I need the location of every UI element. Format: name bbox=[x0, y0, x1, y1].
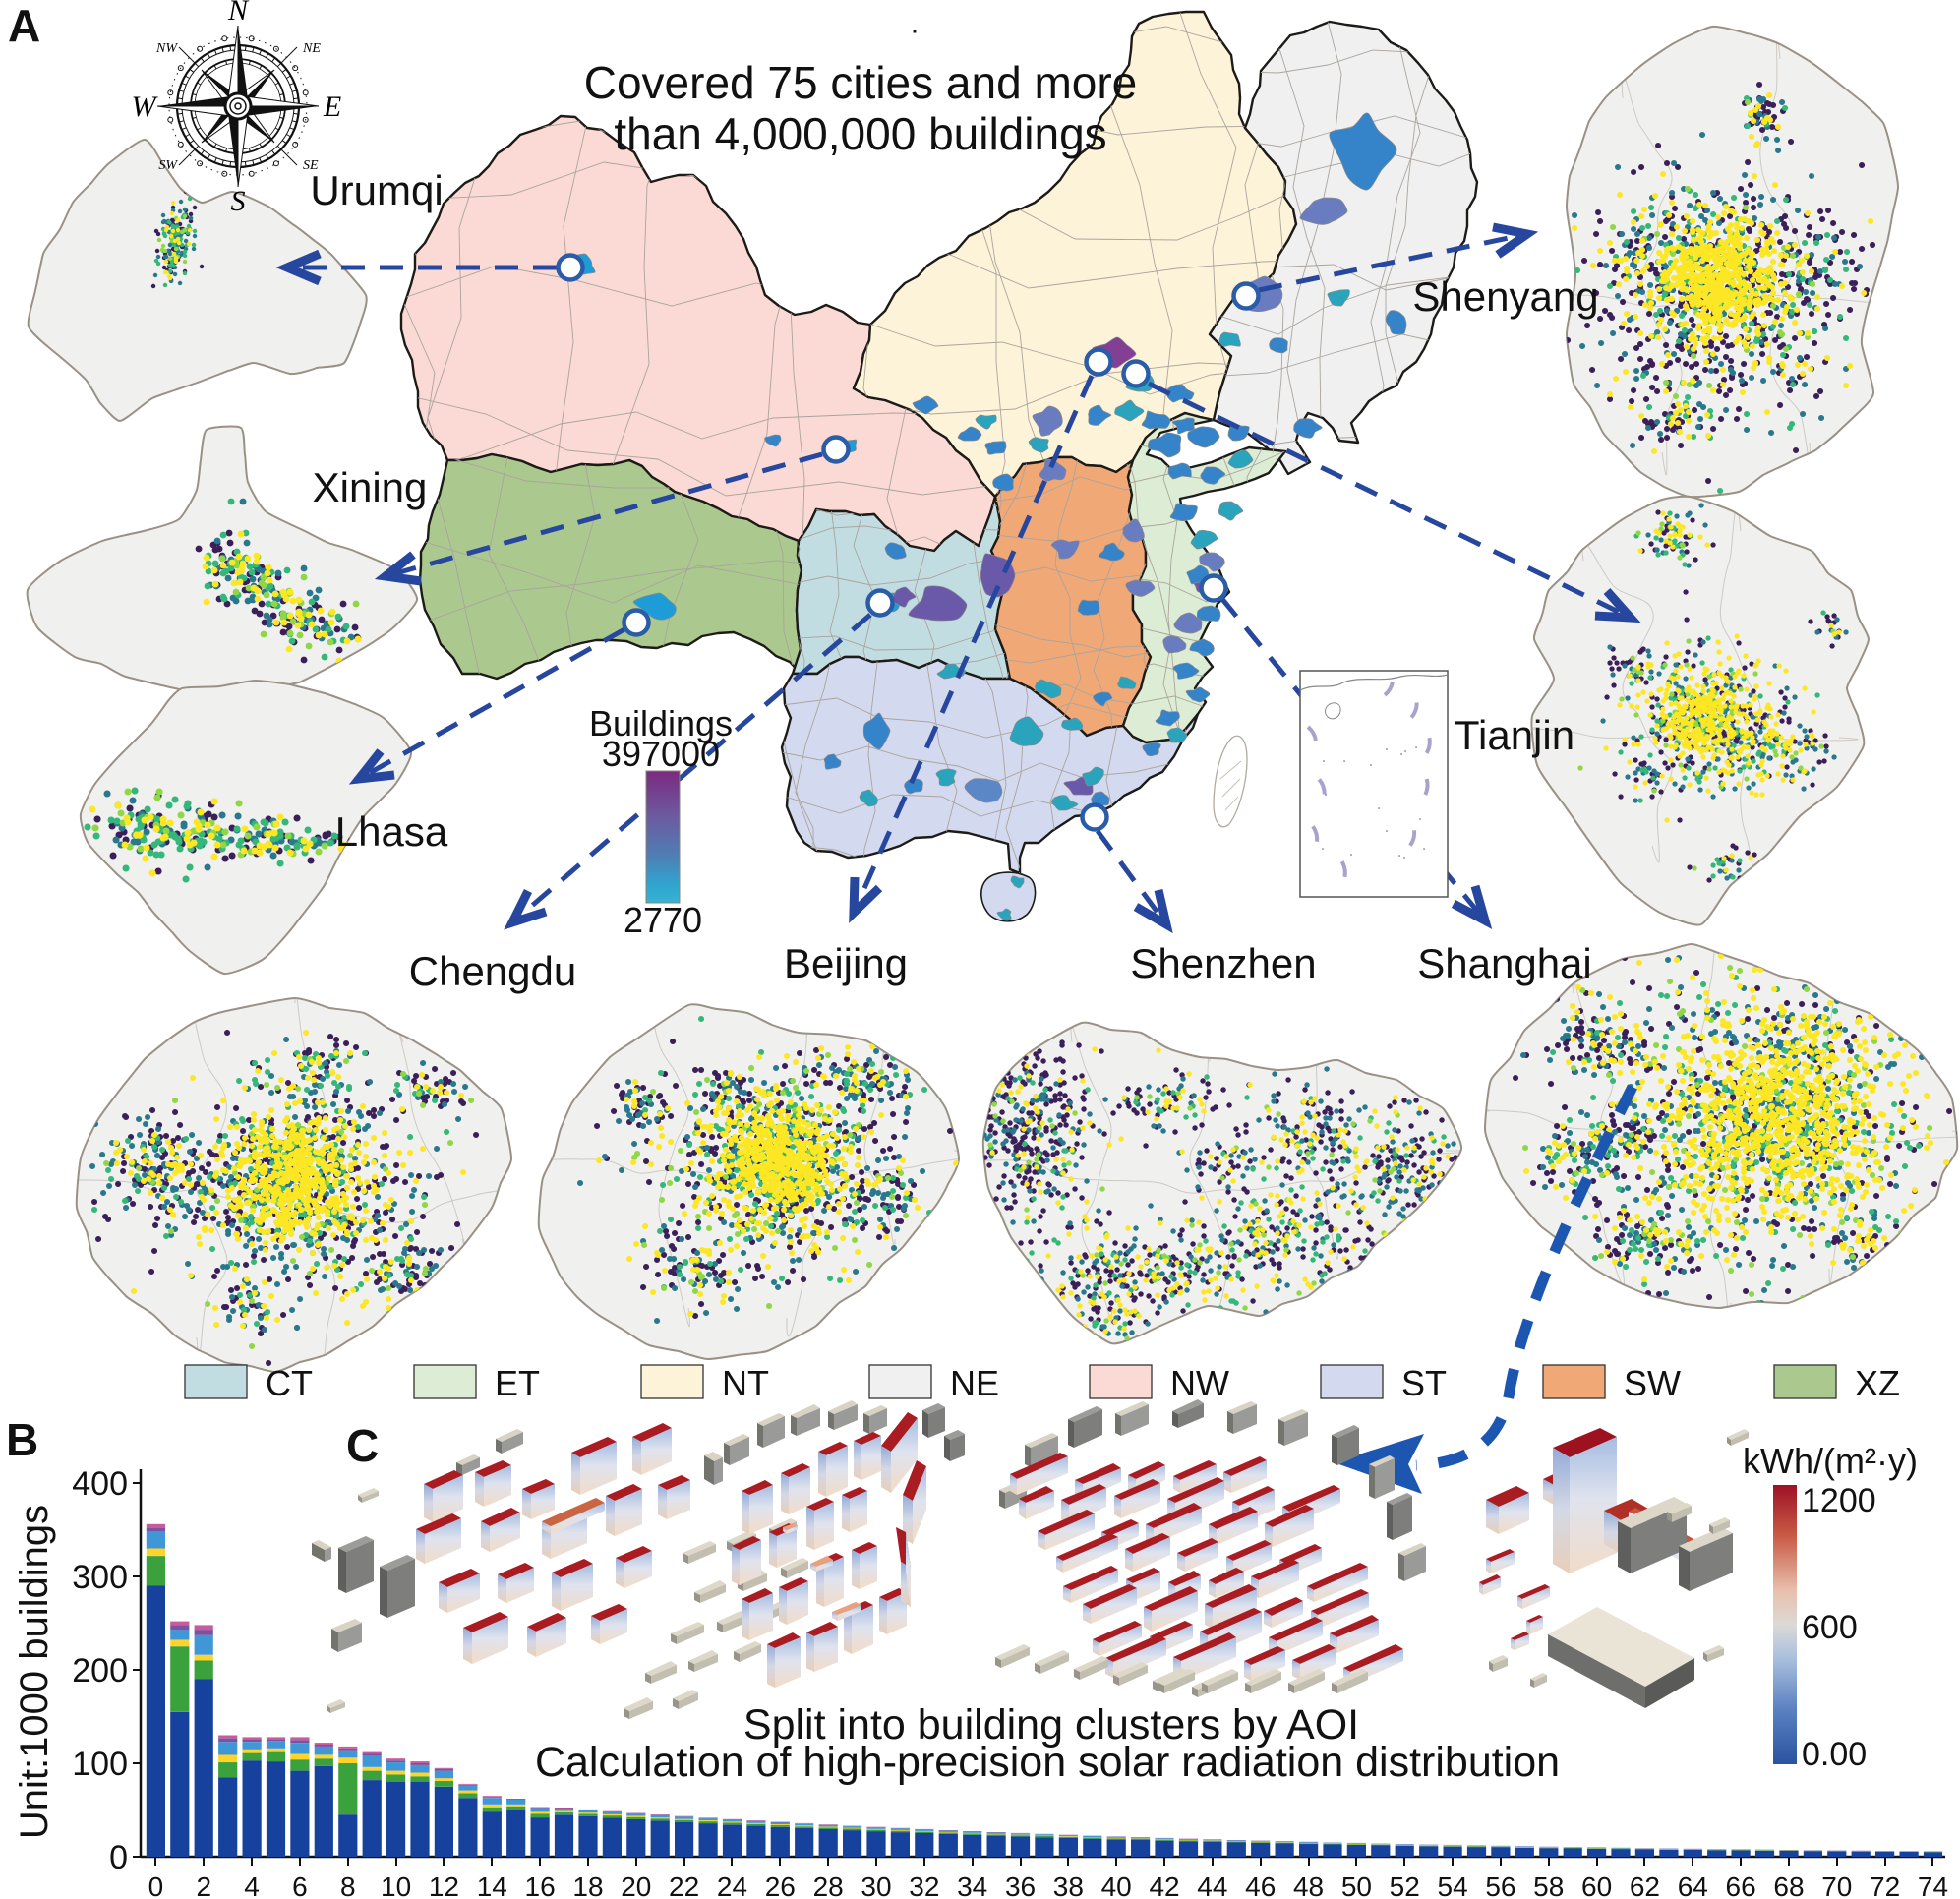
svg-text:66: 66 bbox=[1726, 1871, 1756, 1899]
svg-text:Beijing: Beijing bbox=[784, 940, 908, 986]
svg-text:Shanghai: Shanghai bbox=[1417, 940, 1592, 986]
svg-text:44: 44 bbox=[1197, 1871, 1227, 1899]
svg-text:Buildings: Buildings bbox=[589, 703, 733, 743]
svg-text:52: 52 bbox=[1390, 1871, 1420, 1899]
svg-text:60: 60 bbox=[1581, 1871, 1612, 1899]
svg-text:58: 58 bbox=[1533, 1871, 1564, 1899]
svg-text:NT: NT bbox=[722, 1363, 769, 1403]
svg-text:72: 72 bbox=[1870, 1871, 1900, 1899]
svg-text:Split into building clusters: Split into building clusters by AOI bbox=[743, 1701, 1359, 1749]
svg-text:A: A bbox=[8, 0, 40, 51]
svg-text:CT: CT bbox=[266, 1363, 313, 1403]
svg-text:300: 300 bbox=[72, 1559, 128, 1596]
svg-text:26: 26 bbox=[765, 1871, 796, 1899]
svg-text:XZ: XZ bbox=[1855, 1363, 1900, 1403]
svg-text:Lhasa: Lhasa bbox=[335, 808, 448, 855]
svg-text:36: 36 bbox=[1005, 1871, 1036, 1899]
svg-text:Urumqi: Urumqi bbox=[310, 167, 443, 213]
svg-text:100: 100 bbox=[72, 1746, 128, 1783]
svg-text:397000: 397000 bbox=[602, 734, 720, 774]
svg-text:62: 62 bbox=[1630, 1871, 1660, 1899]
svg-text:400: 400 bbox=[72, 1465, 128, 1503]
svg-text:50: 50 bbox=[1341, 1871, 1372, 1899]
svg-text:14: 14 bbox=[477, 1871, 507, 1899]
svg-text:Tianjin: Tianjin bbox=[1455, 712, 1574, 758]
svg-text:B: B bbox=[6, 1414, 38, 1465]
svg-text:38: 38 bbox=[1053, 1871, 1084, 1899]
svg-text:SW: SW bbox=[158, 158, 178, 173]
svg-text:30: 30 bbox=[861, 1871, 891, 1899]
svg-text:200: 200 bbox=[72, 1652, 128, 1690]
svg-text:Calculation of high-precision: Calculation of high-precision solar radi… bbox=[535, 1739, 1560, 1786]
svg-text:0: 0 bbox=[109, 1839, 128, 1876]
svg-text:NW: NW bbox=[1170, 1363, 1229, 1403]
svg-text:N: N bbox=[227, 0, 250, 27]
svg-text:Covered 75 cities and more: Covered 75 cities and more bbox=[584, 57, 1138, 108]
svg-text:1200: 1200 bbox=[1802, 1482, 1876, 1519]
svg-text:E: E bbox=[323, 90, 341, 123]
svg-text:6: 6 bbox=[292, 1871, 308, 1899]
svg-text:18: 18 bbox=[572, 1871, 603, 1899]
svg-text:Chengdu: Chengdu bbox=[409, 948, 576, 994]
svg-text:Shenzhen: Shenzhen bbox=[1130, 940, 1316, 986]
svg-text:NE: NE bbox=[950, 1363, 999, 1403]
svg-text:than 4,000,000 buildings: than 4,000,000 buildings bbox=[614, 108, 1106, 159]
svg-text:W: W bbox=[132, 90, 159, 123]
svg-text:16: 16 bbox=[525, 1871, 556, 1899]
svg-text:ET: ET bbox=[495, 1363, 540, 1403]
svg-text:68: 68 bbox=[1773, 1871, 1804, 1899]
svg-text:12: 12 bbox=[429, 1871, 459, 1899]
svg-text:46: 46 bbox=[1245, 1871, 1276, 1899]
svg-text:C: C bbox=[346, 1420, 379, 1471]
svg-text:74: 74 bbox=[1918, 1871, 1948, 1899]
svg-text:20: 20 bbox=[621, 1871, 651, 1899]
svg-text:28: 28 bbox=[813, 1871, 844, 1899]
svg-text:24: 24 bbox=[717, 1871, 747, 1899]
svg-text:Shenyang: Shenyang bbox=[1412, 273, 1598, 320]
svg-text:·: · bbox=[910, 14, 920, 46]
svg-text:64: 64 bbox=[1678, 1871, 1708, 1899]
svg-text:NE: NE bbox=[302, 41, 321, 56]
svg-text:2770: 2770 bbox=[624, 900, 702, 940]
svg-text:NW: NW bbox=[155, 41, 178, 56]
svg-text:34: 34 bbox=[957, 1871, 987, 1899]
svg-text:SW: SW bbox=[1624, 1363, 1681, 1403]
svg-text:70: 70 bbox=[1821, 1871, 1852, 1899]
svg-text:32: 32 bbox=[909, 1871, 939, 1899]
svg-text:42: 42 bbox=[1149, 1871, 1179, 1899]
svg-text:22: 22 bbox=[669, 1871, 699, 1899]
svg-text:48: 48 bbox=[1293, 1871, 1324, 1899]
svg-text:kWh/(m²·y): kWh/(m²·y) bbox=[1743, 1441, 1918, 1481]
svg-text:SE: SE bbox=[303, 158, 319, 173]
svg-text:2: 2 bbox=[196, 1871, 211, 1899]
svg-text:0.00: 0.00 bbox=[1802, 1736, 1867, 1773]
svg-text:0: 0 bbox=[148, 1871, 164, 1899]
svg-text:Unit:1000 buildings: Unit:1000 buildings bbox=[13, 1505, 56, 1839]
svg-text:54: 54 bbox=[1438, 1871, 1468, 1899]
svg-text:8: 8 bbox=[340, 1871, 356, 1899]
svg-text:Xining: Xining bbox=[313, 464, 428, 510]
svg-text:S: S bbox=[231, 185, 246, 217]
svg-text:56: 56 bbox=[1485, 1871, 1515, 1899]
svg-text:600: 600 bbox=[1802, 1609, 1858, 1646]
svg-text:4: 4 bbox=[244, 1871, 260, 1899]
svg-text:ST: ST bbox=[1401, 1363, 1447, 1403]
svg-text:40: 40 bbox=[1101, 1871, 1132, 1899]
svg-text:10: 10 bbox=[381, 1871, 411, 1899]
